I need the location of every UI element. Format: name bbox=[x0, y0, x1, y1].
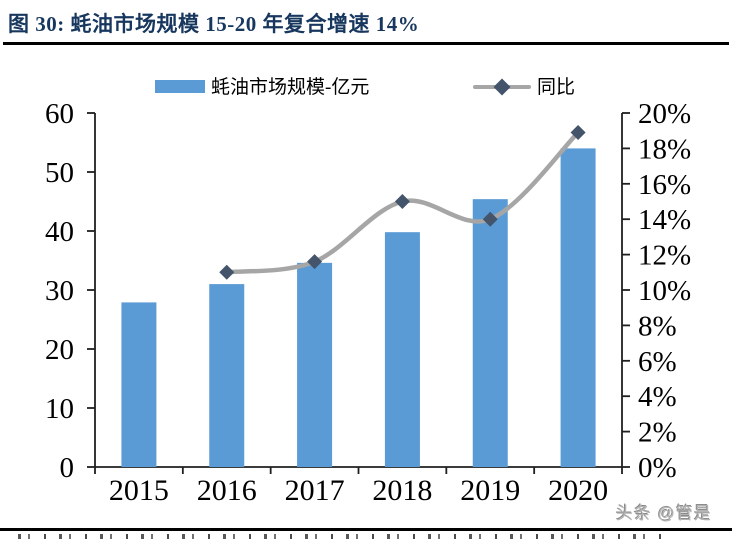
right-axis-label: 20% bbox=[638, 98, 691, 130]
x-axis-label: 2020 bbox=[548, 474, 608, 507]
right-axis-label: 2% bbox=[638, 417, 677, 449]
chart-title: 图 30: 蚝油市场规模 15-20 年复合增速 14% bbox=[8, 12, 420, 36]
legend-bar-label: 蚝油市场规模-亿元 bbox=[211, 77, 370, 98]
right-axis-label: 6% bbox=[638, 346, 677, 378]
left-axis-label: 30 bbox=[45, 275, 74, 307]
bar-2016 bbox=[209, 284, 245, 467]
yoy-marker-5 bbox=[570, 124, 586, 140]
bar-2019 bbox=[472, 199, 508, 467]
yoy-marker-2 bbox=[307, 254, 323, 270]
bottom-divider bbox=[0, 528, 732, 531]
left-axis-label: 40 bbox=[45, 216, 74, 248]
clipped-source-text bbox=[18, 534, 668, 539]
bar-2018 bbox=[384, 232, 420, 467]
yoy-marker-4 bbox=[482, 211, 498, 227]
x-axis-label: 2015 bbox=[109, 474, 169, 507]
bar-2020 bbox=[560, 148, 596, 467]
left-axis-label: 50 bbox=[45, 157, 74, 189]
right-axis-label: 0% bbox=[638, 452, 677, 484]
bar-2015 bbox=[121, 302, 157, 467]
watermark: 头条 @管是 bbox=[616, 504, 712, 523]
left-axis-label: 0 bbox=[60, 452, 75, 484]
x-axis-label: 2019 bbox=[460, 474, 520, 507]
legend-line-swatch-icon bbox=[473, 78, 531, 96]
right-axis-label: 8% bbox=[638, 310, 677, 342]
right-axis-label: 16% bbox=[638, 169, 691, 201]
yoy-marker-3 bbox=[394, 194, 410, 209]
right-axis-label: 10% bbox=[638, 275, 691, 307]
legend-line-label: 同比 bbox=[537, 77, 576, 98]
right-axis-label: 18% bbox=[638, 133, 691, 165]
x-axis-label: 2018 bbox=[372, 474, 432, 507]
right-axis-label: 14% bbox=[638, 204, 691, 236]
title-divider bbox=[3, 42, 729, 45]
x-axis-label: 2016 bbox=[197, 474, 257, 507]
legend-bar-swatch-icon bbox=[155, 80, 205, 93]
chart-legend: 蚝油市场规模-亿元 同比 bbox=[0, 0, 732, 100]
x-axis-label: 2017 bbox=[285, 474, 345, 507]
left-axis-label: 10 bbox=[45, 393, 74, 425]
left-axis-label: 60 bbox=[45, 98, 74, 130]
left-axis-label: 20 bbox=[45, 334, 74, 366]
yoy-marker-1 bbox=[219, 264, 235, 280]
right-axis-label: 4% bbox=[638, 381, 677, 413]
right-axis-label: 12% bbox=[638, 240, 691, 272]
bar-2017 bbox=[297, 262, 333, 467]
